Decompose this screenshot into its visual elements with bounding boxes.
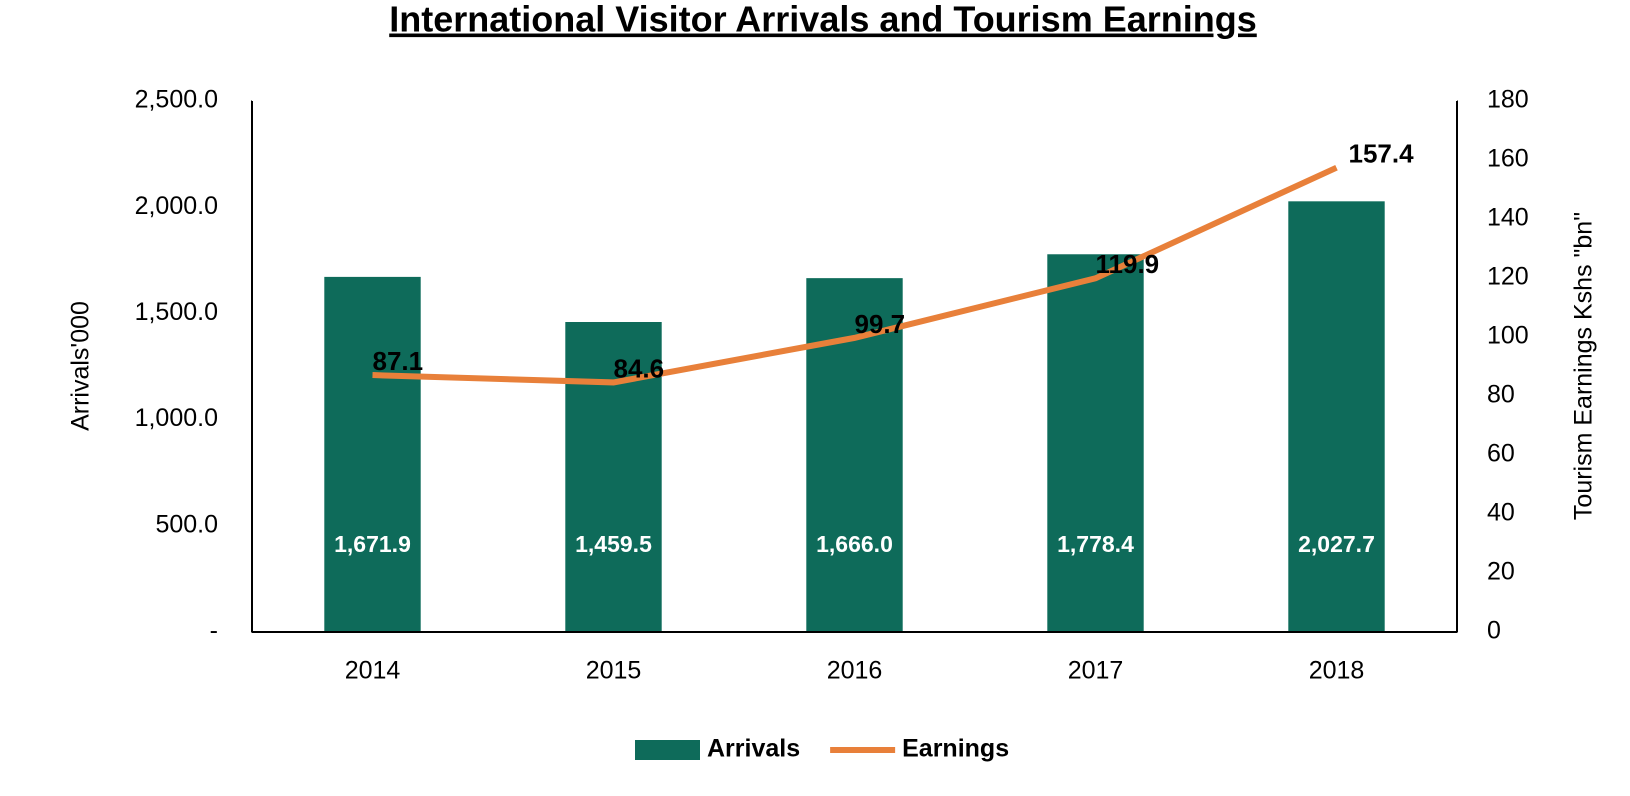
y-tick-label: - (210, 617, 218, 645)
x-tick-label: 2018 (1309, 657, 1365, 685)
y-tick-label: 500.0 (155, 510, 218, 538)
line-value-label: 87.1 (373, 346, 424, 376)
y2-axis-title: Tourism Earnings Kshs "bn" (1570, 212, 1598, 520)
bar-value-label: 2,027.7 (1298, 531, 1375, 557)
y2-tick-label: 80 (1487, 381, 1515, 409)
x-tick-label: 2014 (345, 657, 401, 685)
bar-value-label: 1,778.4 (1057, 531, 1134, 557)
line-value-label: 119.9 (1096, 249, 1160, 279)
x-tick-label: 2016 (827, 657, 883, 685)
y2-tick-label: 40 (1487, 499, 1515, 527)
y2-tick-label: 180 (1487, 86, 1529, 114)
legend-label: Earnings (902, 735, 1009, 763)
y2-tick-label: 120 (1487, 263, 1529, 291)
bar (1288, 201, 1385, 632)
line-value-label: 157.4 (1349, 139, 1415, 169)
legend-label: Arrivals (707, 735, 800, 763)
y-axis-title: Arrivals'000 (67, 301, 95, 431)
y-tick-label: 2,000.0 (135, 192, 218, 220)
y2-tick-label: 20 (1487, 558, 1515, 586)
y2-tick-label: 60 (1487, 440, 1515, 468)
y-tick-label: 2,500.0 (135, 86, 218, 114)
y2-tick-label: 160 (1487, 145, 1529, 173)
y-tick-label: 1,000.0 (135, 404, 218, 432)
bar (1047, 254, 1144, 633)
bar-value-label: 1,666.0 (816, 531, 893, 557)
bar (324, 276, 421, 632)
line-value-label: 84.6 (614, 353, 665, 383)
line-value-label: 99.7 (855, 309, 906, 339)
y2-tick-label: 0 (1487, 617, 1501, 645)
y2-tick-label: 140 (1487, 204, 1529, 232)
y-tick-label: 1,500.0 (135, 298, 218, 326)
y2-tick-label: 100 (1487, 322, 1529, 350)
legend-swatch (635, 740, 700, 760)
line (372, 164, 1338, 386)
x-tick-label: 2015 (586, 657, 642, 685)
bar-value-label: 1,459.5 (575, 531, 652, 557)
chart-title: International Visitor Arrivals and Touri… (389, 0, 1257, 40)
x-tick-label: 2017 (1068, 657, 1124, 685)
bar-value-label: 1,671.9 (334, 531, 411, 557)
